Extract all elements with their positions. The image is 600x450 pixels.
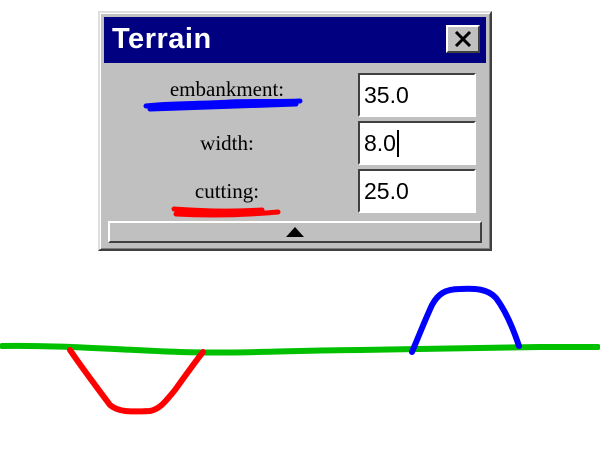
embankment-label: embankment:: [169, 77, 285, 101]
embankment-input[interactable]: [358, 73, 476, 117]
cutting-input[interactable]: [358, 169, 476, 213]
terrain-dialog: Terrain embankment: width: cutting:: [98, 11, 492, 251]
cutting-profile: [67, 347, 206, 415]
ground-line: [0, 342, 600, 356]
close-x-icon: [454, 31, 472, 47]
triangle-up-icon: [286, 227, 304, 237]
expand-toggle-button[interactable]: [108, 221, 482, 243]
window-title: Terrain: [112, 23, 212, 55]
cutting-label: cutting:: [194, 179, 260, 203]
width-label: width:: [200, 131, 254, 155]
text-caret: [397, 130, 399, 157]
embankment-profile: [409, 285, 522, 355]
title-bar[interactable]: Terrain: [104, 17, 486, 63]
close-button[interactable]: [446, 25, 480, 53]
width-input[interactable]: [358, 121, 476, 165]
